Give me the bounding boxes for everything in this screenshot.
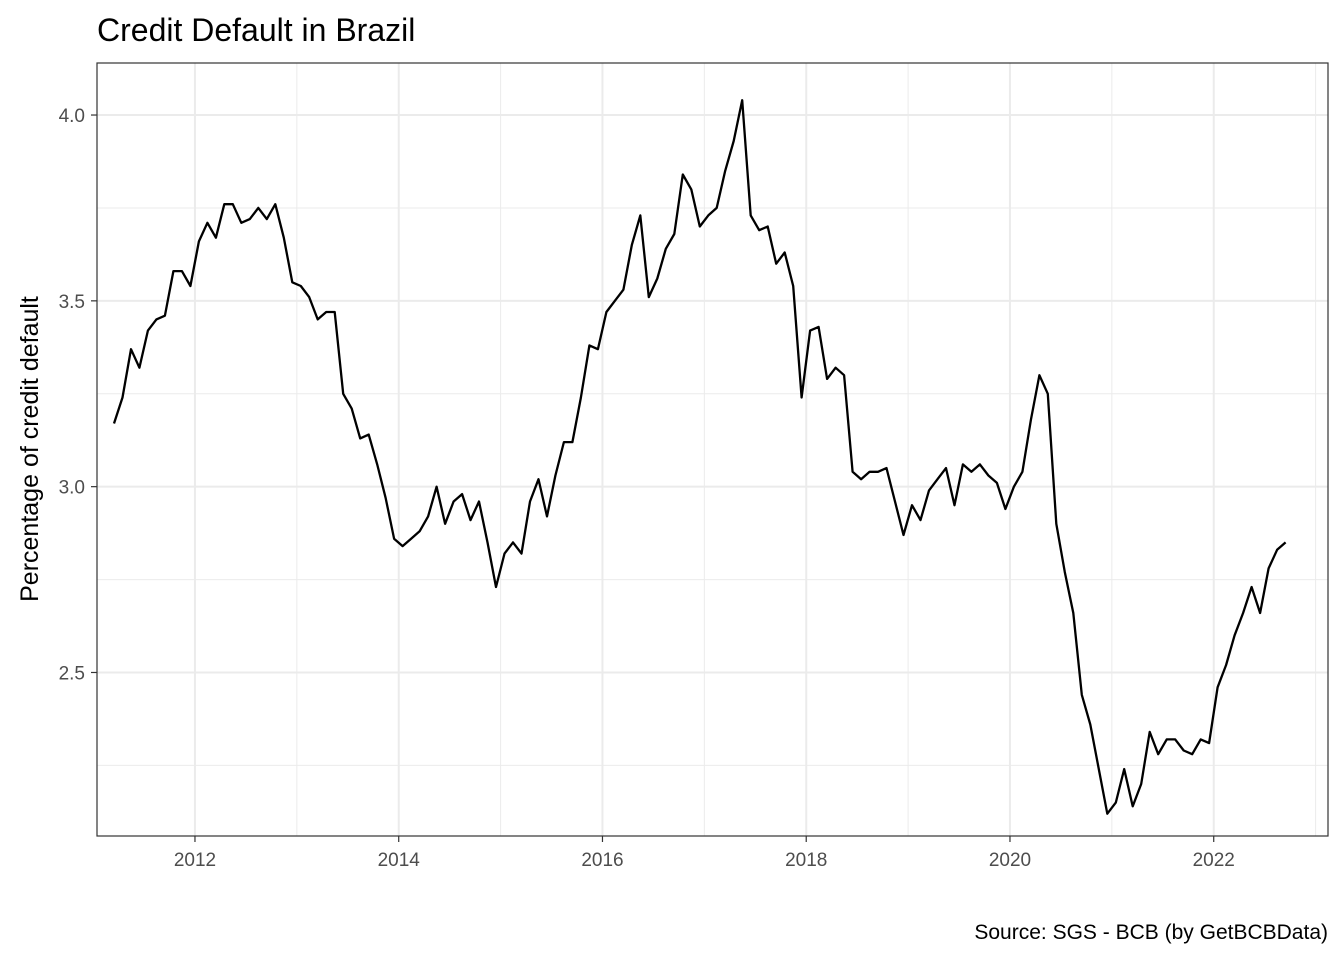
y-axis: 2.5 3.0 3.5 4.0 bbox=[59, 106, 97, 684]
y-tick-label: 3.0 bbox=[59, 478, 85, 499]
x-tick-label: 2020 bbox=[989, 850, 1031, 871]
chart-title: Credit Default in Brazil bbox=[97, 12, 415, 48]
plot-area bbox=[112, 99, 1287, 815]
y-axis-label: Percentage of credit default bbox=[16, 296, 44, 602]
y-tick-label: 3.5 bbox=[59, 292, 85, 313]
series-line bbox=[112, 99, 1287, 815]
x-tick-label: 2012 bbox=[174, 850, 216, 871]
grid-lines bbox=[97, 63, 1328, 836]
x-tick-label: 2014 bbox=[378, 850, 421, 871]
x-tick-label: 2018 bbox=[785, 850, 827, 871]
y-tick-label: 4.0 bbox=[59, 106, 85, 127]
chart-caption: Source: SGS - BCB (by GetBCBData) bbox=[974, 921, 1328, 944]
x-axis: 2012 2014 2016 2018 2020 2022 bbox=[174, 836, 1235, 871]
panel-border bbox=[96, 62, 1329, 837]
x-tick-label: 2016 bbox=[581, 850, 623, 871]
x-tick-label: 2022 bbox=[1193, 850, 1235, 871]
y-tick-label: 2.5 bbox=[59, 663, 85, 684]
